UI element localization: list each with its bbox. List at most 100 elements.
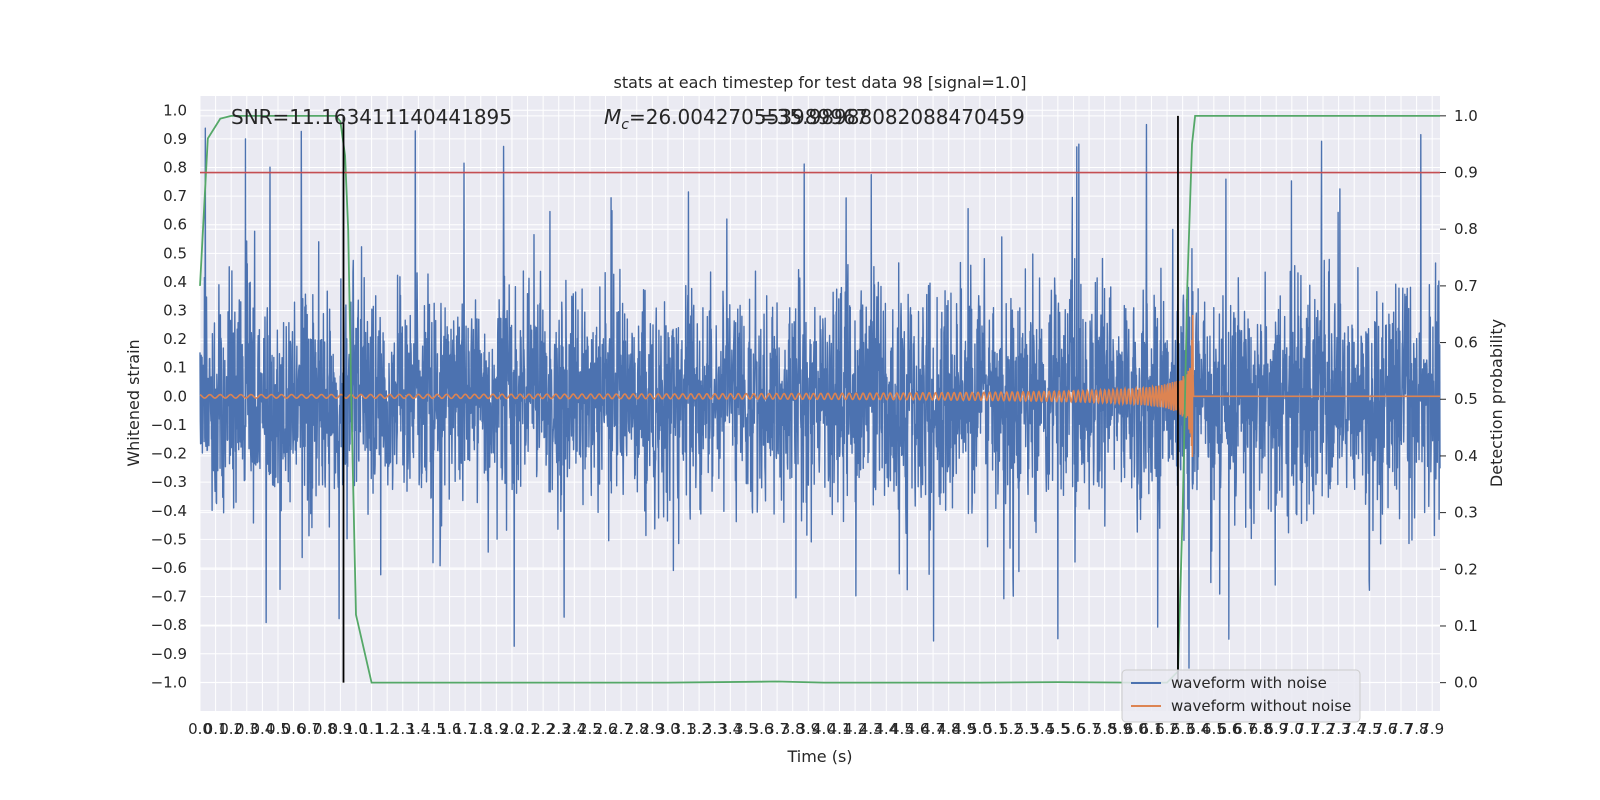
x-tick-label: 3.2 (687, 720, 711, 738)
legend-box (1121, 669, 1361, 723)
y2-tick-label: 0.6 (1454, 334, 1478, 352)
y-tick-label: 0.5 (163, 244, 187, 262)
chirp-mass-overlap-annotation: =35.98988082088470459 (760, 105, 1025, 129)
x-tick-label: 2.5 (578, 720, 602, 738)
probability-line (199, 114, 1440, 684)
chirp-mass-subscript: c (621, 117, 629, 133)
x-tick-label: 3.7 (765, 720, 789, 738)
x-tick-label: 1.4 (406, 720, 430, 738)
y-tick-label: −0.7 (151, 588, 187, 606)
y-tick-label: −0.3 (151, 473, 187, 491)
y-axis-label: Whitened strain (124, 339, 143, 466)
y2-tick-label: 0.5 (1454, 390, 1478, 408)
x-tick-label: 0.6 (282, 720, 306, 738)
x-tick-label: 5.1 (984, 720, 1008, 738)
y-tick-label: 0.6 (163, 216, 187, 234)
x-tick-label: 2.3 (547, 720, 571, 738)
snr-annotation: SNR=11.163411140441895 (231, 105, 512, 129)
x-tick-label: 5.2 (999, 720, 1023, 738)
y2-tick-label: 0.1 (1454, 617, 1478, 635)
y2-tick-label: 0.4 (1454, 447, 1478, 465)
x-tick-label: 5.6 (1062, 720, 1086, 738)
x-tick-label: 7.1 (1295, 720, 1319, 738)
x-tick-label: 7.0 (1280, 720, 1304, 738)
x-tick-label: 7.4 (1342, 720, 1366, 738)
x-tick-label: 2.4 (562, 720, 586, 738)
y2-tick-label: 0.9 (1454, 164, 1478, 182)
x-tick-label: 4.6 (906, 720, 930, 738)
x-tick-label: 3.3 (703, 720, 727, 738)
y2-tick-label: 0.0 (1454, 674, 1478, 692)
x-tick-label: 0.3 (235, 720, 259, 738)
x-tick-label: 3.4 (718, 720, 742, 738)
x-tick-label: 7.3 (1327, 720, 1351, 738)
x-tick-label: 6.6 (1218, 720, 1242, 738)
x-tick-label: 2.9 (640, 720, 664, 738)
chirp-mass-value: =26.004270553989967 (629, 105, 868, 129)
legend-label-noise: waveform with noise (1171, 674, 1327, 692)
y-axis-ticks: 1.0 0.9 0.8 0.7 0.6 0.5 0.4 0.3 0.2 0.1 0.0 −0.1 −0.… (151, 101, 187, 691)
y-tick-label: −1.0 (151, 673, 187, 691)
x-tick-label: 6.8 (1249, 720, 1273, 738)
x-tick-label: 2.1 (516, 720, 540, 738)
y-tick-label: 0.8 (163, 159, 187, 177)
y-tick-label: −0.2 (151, 445, 187, 463)
x-tick-label: 5.7 (1077, 720, 1101, 738)
x-tick-label: 6.5 (1202, 720, 1226, 738)
x-tick-label: 0.5 (266, 720, 290, 738)
x-axis-ticks: 0.00.10.20.30.40.50.60.70.80.91.01.11.21… (188, 720, 1444, 738)
x-tick-label: 6.9 (1264, 720, 1288, 738)
x-tick-label: 4.0 (812, 720, 836, 738)
legend: waveform with noise waveform without noi… (1121, 669, 1361, 723)
y2-axis-label: Detection probability (1487, 319, 1506, 487)
series-waveform-with-noise (199, 123, 1441, 669)
x-tick-label: 2.8 (625, 720, 649, 738)
x-tick-label: 3.1 (672, 720, 696, 738)
x-tick-label: 1.2 (375, 720, 399, 738)
chirp-mass-symbol: M (604, 105, 621, 129)
x-tick-label: 1.0 (344, 720, 368, 738)
x-tick-label: 4.3 (859, 720, 883, 738)
y-tick-label: −0.9 (151, 645, 187, 663)
y-tick-label: 0.2 (163, 330, 187, 348)
x-tick-label: 1.3 (391, 720, 415, 738)
noise-waveform-line (199, 123, 1441, 669)
x-tick-label: 7.5 (1358, 720, 1382, 738)
x-tick-label: 3.6 (750, 720, 774, 738)
y-tick-label: −0.5 (151, 530, 187, 548)
x-tick-label: 5.4 (1030, 720, 1054, 738)
x-tick-label: 2.7 (609, 720, 633, 738)
clean-waveform-line (199, 315, 1440, 457)
x-tick-label: 6.1 (1140, 720, 1164, 738)
x-tick-label: 3.0 (656, 720, 680, 738)
x-tick-label: 4.5 (890, 720, 914, 738)
y-tick-label: 0.1 (163, 359, 187, 377)
x-tick-label: 0.2 (219, 720, 243, 738)
x-tick-label: 2.2 (531, 720, 555, 738)
y-tick-label: −0.6 (151, 559, 187, 577)
chart-title: stats at each timestep for test data 98 … (614, 73, 1027, 92)
x-tick-label: 4.2 (843, 720, 867, 738)
y-tick-label: 0.4 (163, 273, 187, 291)
x-tick-label: 0.9 (328, 720, 352, 738)
x-tick-label: 6.3 (1171, 720, 1195, 738)
x-tick-label: 5.0 (968, 720, 992, 738)
x-tick-label: 0.4 (250, 720, 274, 738)
y-tick-label: 1.0 (163, 101, 187, 119)
legend-label-clean: waveform without noise (1171, 697, 1351, 715)
x-tick-label: 1.1 (360, 720, 384, 738)
x-tick-label: 6.7 (1233, 720, 1257, 738)
x-tick-label: 5.3 (1015, 720, 1039, 738)
x-tick-label: 6.0 (1124, 720, 1148, 738)
x-tick-label: 0.0 (188, 720, 212, 738)
y2-tick-label: 0.3 (1454, 504, 1478, 522)
x-tick-label: 0.1 (204, 720, 228, 738)
y-tick-label: 0.9 (163, 130, 187, 148)
y2-tick-label: 1.0 (1454, 107, 1478, 125)
x-tick-label: 7.6 (1373, 720, 1397, 738)
x-tick-label: 1.8 (469, 720, 493, 738)
series-detection-probability (199, 114, 1440, 684)
y2-tick-label: 0.2 (1454, 560, 1478, 578)
x-tick-label: 0.8 (313, 720, 337, 738)
